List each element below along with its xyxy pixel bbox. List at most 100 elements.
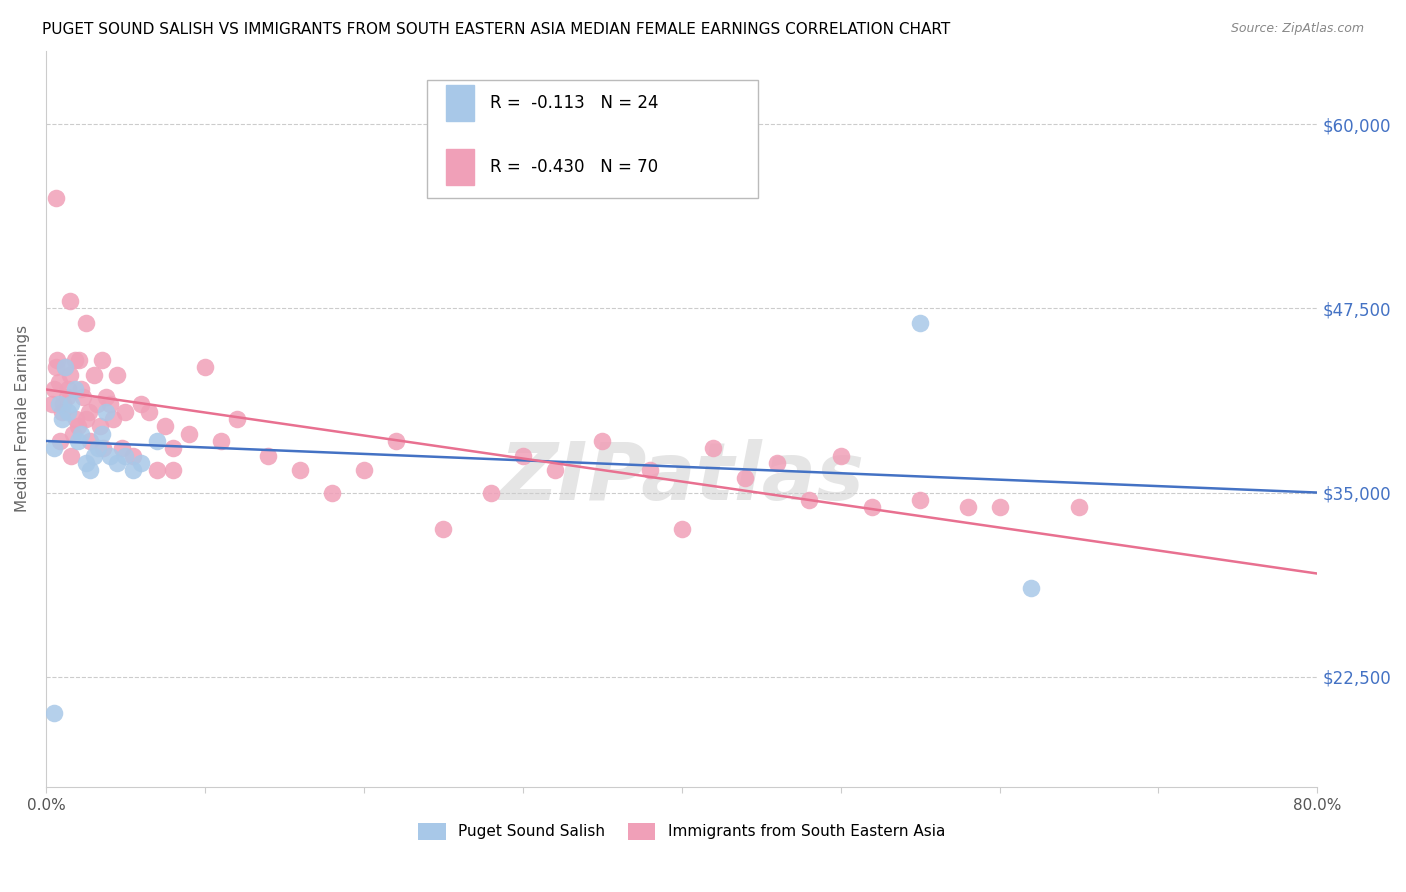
- FancyBboxPatch shape: [427, 80, 758, 198]
- Point: [42, 706, 65, 721]
- Text: PUGET SOUND SALISH VS IMMIGRANTS FROM SOUTH EASTERN ASIA MEDIAN FEMALE EARNINGS : PUGET SOUND SALISH VS IMMIGRANTS FROM SO…: [42, 22, 950, 37]
- Point: [51, 404, 73, 418]
- Text: ZIPatlas: ZIPatlas: [499, 439, 865, 516]
- Text: R =  -0.430   N = 70: R = -0.430 N = 70: [489, 158, 658, 176]
- Point: [177, 426, 200, 441]
- Point: [107, 456, 129, 470]
- Point: [41, 397, 63, 411]
- Point: [98, 397, 121, 411]
- Point: [49, 434, 72, 448]
- Point: [353, 463, 375, 477]
- Point: [90, 353, 112, 368]
- Point: [797, 492, 820, 507]
- Point: [72, 390, 94, 404]
- Point: [75, 456, 97, 470]
- Point: [101, 412, 124, 426]
- Point: [146, 434, 169, 448]
- Point: [63, 383, 86, 397]
- Point: [257, 449, 280, 463]
- Point: [956, 500, 979, 515]
- Point: [162, 463, 184, 477]
- Bar: [447, 86, 474, 120]
- Point: [111, 442, 134, 456]
- Point: [162, 442, 184, 456]
- Point: [114, 404, 136, 418]
- Point: [60, 449, 83, 463]
- Point: [225, 412, 247, 426]
- Point: [512, 449, 534, 463]
- Point: [79, 434, 101, 448]
- Point: [48, 375, 70, 389]
- Point: [107, 368, 129, 382]
- Point: [58, 383, 80, 397]
- Point: [65, 412, 87, 426]
- Point: [51, 412, 73, 426]
- Point: [98, 449, 121, 463]
- Point: [87, 442, 110, 456]
- Point: [153, 419, 176, 434]
- Text: Source: ZipAtlas.com: Source: ZipAtlas.com: [1230, 22, 1364, 36]
- Point: [79, 463, 101, 477]
- Point: [290, 463, 312, 477]
- Point: [59, 368, 82, 382]
- Point: [131, 397, 153, 411]
- Point: [908, 492, 931, 507]
- Point: [122, 449, 145, 463]
- Point: [75, 412, 97, 426]
- Point: [83, 449, 105, 463]
- Point: [91, 442, 114, 456]
- Point: [55, 390, 77, 404]
- Point: [59, 294, 82, 309]
- Point: [53, 360, 76, 375]
- Text: R =  -0.113   N = 24: R = -0.113 N = 24: [489, 94, 658, 112]
- Point: [114, 449, 136, 463]
- Point: [53, 360, 76, 375]
- Point: [58, 404, 80, 418]
- Point: [131, 456, 153, 470]
- Point: [591, 434, 613, 448]
- Point: [122, 463, 145, 477]
- Point: [209, 434, 232, 448]
- Point: [60, 397, 83, 411]
- Point: [52, 397, 75, 411]
- Point: [46, 353, 69, 368]
- Point: [671, 522, 693, 536]
- Point: [702, 442, 724, 456]
- Point: [432, 522, 454, 536]
- Y-axis label: Median Female Earnings: Median Female Earnings: [15, 326, 30, 513]
- Point: [66, 434, 89, 448]
- Point: [384, 434, 406, 448]
- Point: [48, 397, 70, 411]
- Point: [543, 463, 565, 477]
- Point: [194, 360, 217, 375]
- Point: [96, 404, 118, 418]
- Point: [90, 426, 112, 441]
- Point: [75, 316, 97, 330]
- Point: [1021, 582, 1043, 596]
- Bar: [447, 149, 474, 185]
- Point: [70, 383, 93, 397]
- Point: [860, 500, 883, 515]
- Point: [42, 442, 65, 456]
- Point: [66, 419, 89, 434]
- Point: [67, 353, 90, 368]
- Point: [734, 471, 756, 485]
- Point: [1067, 500, 1090, 515]
- Point: [96, 390, 118, 404]
- Point: [77, 404, 100, 418]
- Point: [42, 383, 65, 397]
- Point: [62, 426, 84, 441]
- Point: [908, 316, 931, 330]
- Point: [44, 360, 66, 375]
- Point: [766, 456, 789, 470]
- Point: [44, 191, 66, 205]
- Point: [988, 500, 1011, 515]
- Point: [479, 485, 502, 500]
- Point: [89, 419, 111, 434]
- Point: [70, 426, 93, 441]
- Point: [63, 353, 86, 368]
- Point: [830, 449, 852, 463]
- Point: [321, 485, 343, 500]
- Point: [146, 463, 169, 477]
- Point: [138, 404, 160, 418]
